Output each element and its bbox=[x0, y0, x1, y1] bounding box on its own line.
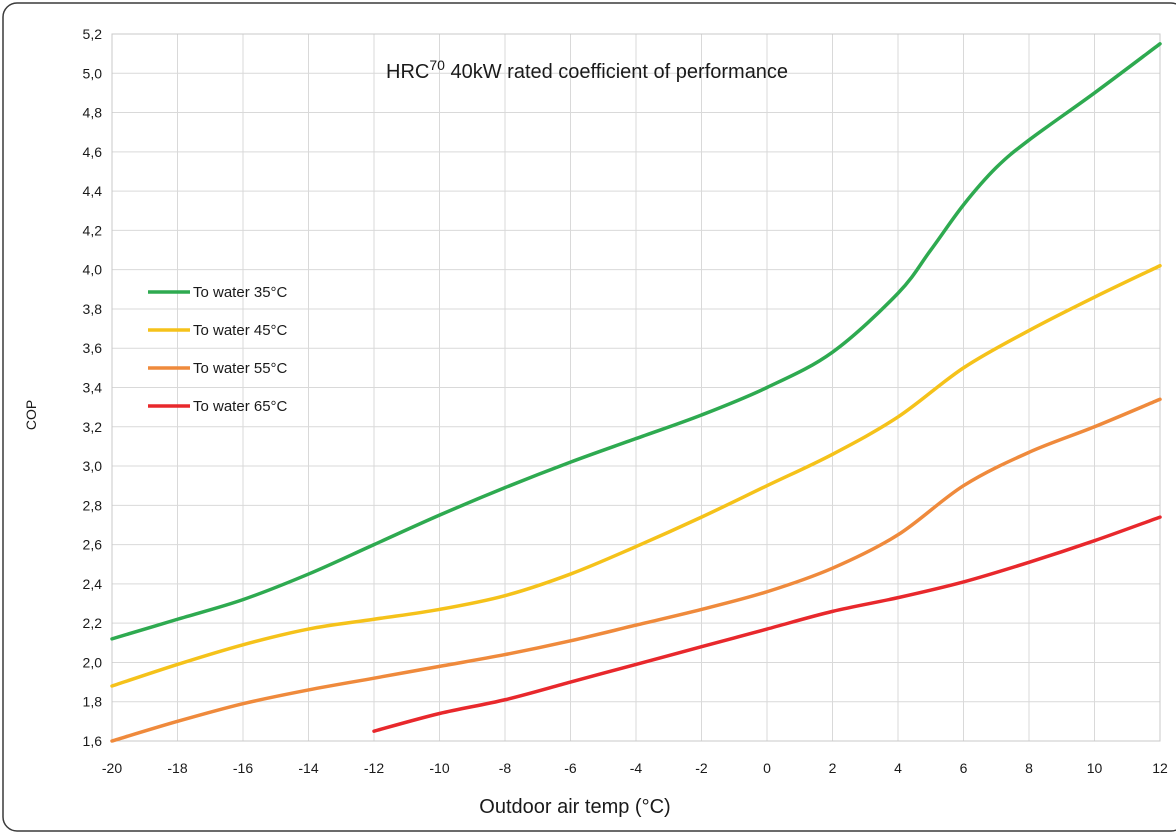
x-tick-label: -18 bbox=[167, 760, 187, 776]
y-tick-label: 3,6 bbox=[83, 340, 103, 356]
y-tick-label: 2,6 bbox=[83, 537, 103, 553]
x-tick-label: -16 bbox=[233, 760, 253, 776]
chart-title-rest: 40kW rated coefficient of performance bbox=[445, 61, 788, 83]
x-tick-label: 4 bbox=[894, 760, 902, 776]
legend-item: To water 65°C bbox=[148, 398, 288, 415]
x-axis-label: Outdoor air temp (°C) bbox=[479, 796, 670, 818]
grid bbox=[111, 33, 1161, 742]
x-tick-label: -20 bbox=[102, 760, 122, 776]
x-tick-label: 0 bbox=[763, 760, 771, 776]
legend-label: To water 35°C bbox=[193, 284, 288, 301]
plot-area-border bbox=[111, 33, 1161, 742]
x-tick-label: 8 bbox=[1025, 760, 1033, 776]
x-tick-label: -12 bbox=[364, 760, 384, 776]
legend: To water 35°C To water 45°C To water 55°C T… bbox=[148, 284, 288, 415]
y-tick-label: 2,8 bbox=[83, 497, 103, 513]
chart-title-superscript: 70 bbox=[429, 57, 445, 73]
chart-title-main: HRC bbox=[386, 61, 429, 83]
y-tick-label: 4,8 bbox=[83, 105, 103, 121]
y-tick-label: 4,2 bbox=[83, 222, 103, 238]
chart-title: HRC70 40kW rated coefficient of performa… bbox=[386, 57, 788, 83]
y-tick-label: 2,4 bbox=[83, 576, 103, 592]
x-tick-label: -8 bbox=[499, 760, 512, 776]
x-tick-label: -2 bbox=[695, 760, 708, 776]
x-tick-label: 6 bbox=[960, 760, 968, 776]
y-axis-ticks: 1,6 1,8 2,0 2,2 2,4 2,6 2,8 3,0 3,2 3,4 3,6 3,8 4,0 4… bbox=[83, 26, 103, 749]
y-tick-label: 1,8 bbox=[83, 694, 103, 710]
x-tick-label: 2 bbox=[829, 760, 837, 776]
series-line-2 bbox=[110, 263, 1162, 688]
x-tick-label: -14 bbox=[298, 760, 318, 776]
y-tick-label: 4,6 bbox=[83, 144, 103, 160]
y-tick-label: 4,4 bbox=[83, 183, 103, 199]
y-tick-label: 2,0 bbox=[83, 654, 103, 670]
series-line-3 bbox=[110, 397, 1162, 743]
y-tick-label: 3,4 bbox=[83, 380, 103, 396]
legend-label: To water 45°C bbox=[193, 322, 288, 339]
legend-label: To water 55°C bbox=[193, 360, 288, 377]
x-axis-ticks: -20 -18 -16 -14 -12 -10 -8 -6 -4 -2 0 2 4 6 8 10 12 bbox=[102, 760, 1168, 776]
series-lines bbox=[110, 42, 1162, 743]
y-axis-label: COP bbox=[23, 400, 39, 430]
legend-item: To water 45°C bbox=[148, 322, 288, 339]
x-tick-label: 10 bbox=[1087, 760, 1103, 776]
y-tick-label: 3,8 bbox=[83, 301, 103, 317]
y-tick-label: 3,2 bbox=[83, 419, 103, 435]
y-tick-label: 5,2 bbox=[83, 26, 103, 42]
x-tick-label: -4 bbox=[630, 760, 643, 776]
x-tick-label: -6 bbox=[564, 760, 577, 776]
legend-label: To water 65°C bbox=[193, 398, 288, 415]
series-line-1 bbox=[110, 42, 1162, 641]
series-line-4 bbox=[372, 515, 1162, 733]
y-tick-label: 5,0 bbox=[83, 65, 103, 81]
y-tick-label: 1,6 bbox=[83, 733, 103, 749]
x-tick-label: 12 bbox=[1152, 760, 1168, 776]
y-tick-label: 2,2 bbox=[83, 615, 103, 631]
x-tick-label: -10 bbox=[429, 760, 449, 776]
y-tick-label: 3,0 bbox=[83, 458, 103, 474]
legend-item: To water 55°C bbox=[148, 360, 288, 377]
y-tick-label: 4,0 bbox=[83, 262, 103, 278]
legend-item: To water 35°C bbox=[148, 284, 288, 301]
